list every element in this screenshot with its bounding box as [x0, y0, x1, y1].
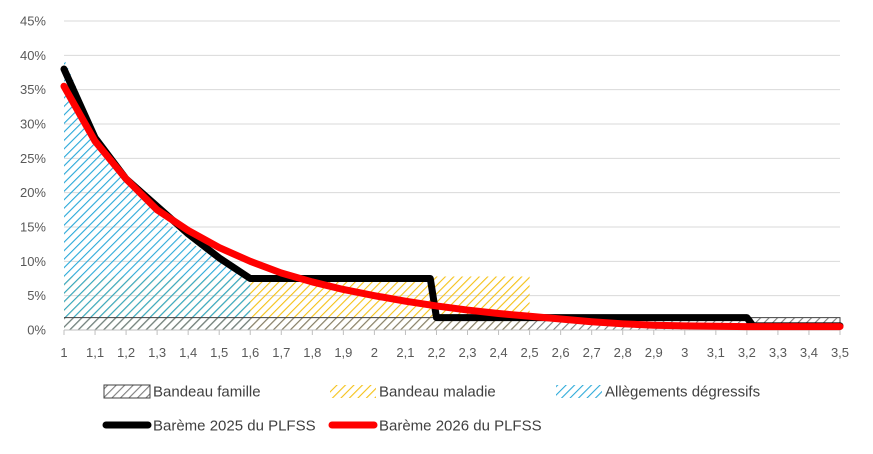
y-tick-label: 10%	[20, 254, 46, 269]
x-tick-label: 3,3	[769, 345, 787, 360]
x-tick-label: 1,4	[179, 345, 197, 360]
legend-label: Bandeau famille	[153, 384, 261, 401]
legend-swatch	[103, 384, 151, 399]
legend-label: Barème 2025 du PLFSS	[153, 418, 316, 435]
legend-label: Barème 2026 du PLFSS	[379, 418, 542, 435]
legend-swatch	[330, 385, 376, 398]
x-tick-label: 2,2	[427, 345, 445, 360]
legend: Bandeau famille Bandeau maladie Allègement…	[102, 384, 760, 435]
legend-swatch	[556, 385, 602, 398]
x-tick-label: 1,5	[210, 345, 228, 360]
y-tick-label: 5%	[27, 288, 46, 303]
x-tick-label: 2,6	[552, 345, 570, 360]
legend-item-bareme-2026-du-plfss: Barème 2026 du PLFSS	[328, 418, 542, 435]
x-tick-label: 1,6	[241, 345, 259, 360]
line-layer	[60, 65, 844, 331]
series-line-bareme-2026-du-plfss	[60, 82, 844, 331]
x-tick-label: 1,2	[117, 345, 135, 360]
legend-item-bareme-2025-du-plfss: Barème 2025 du PLFSS	[102, 418, 316, 435]
area-layer	[64, 58, 841, 331]
x-tick-label: 1,3	[148, 345, 166, 360]
x-tick-label: 2	[371, 345, 378, 360]
x-tick-label: 2,7	[583, 345, 601, 360]
area-allegements-degressifs	[64, 58, 251, 331]
x-tick-label: 1	[60, 345, 67, 360]
x-tick-label: 1,8	[303, 345, 321, 360]
x-tick-label: 2,8	[614, 345, 632, 360]
x-tick-label: 1,1	[86, 345, 104, 360]
y-tick-label: 30%	[20, 117, 46, 132]
legend-label: Bandeau maladie	[379, 384, 496, 401]
y-tick-label: 15%	[20, 220, 46, 235]
x-tick-label: 2,3	[458, 345, 476, 360]
x-tick-label: 2,1	[396, 345, 414, 360]
x-tick-label: 3,2	[738, 345, 756, 360]
x-tick-label: 3,1	[707, 345, 725, 360]
y-tick-label: 35%	[20, 82, 46, 97]
x-tick-label: 3,5	[831, 345, 849, 360]
legend-item-bandeau-famille: Bandeau famille	[103, 384, 261, 401]
x-tick-label: 2,5	[521, 345, 539, 360]
tick-layer: 0% 5% 10% 15% 20% 25% 30% 35% 40% 45% 1 1,1 1,2 1,3 1,…	[20, 14, 849, 361]
x-tick-label: 1,7	[272, 345, 290, 360]
y-tick-label: 25%	[20, 151, 46, 166]
axis-layer	[63, 329, 841, 335]
legend-label: Allègements dégressifs	[605, 384, 760, 401]
x-tick-label: 2,9	[645, 345, 663, 360]
y-tick-label: 0%	[27, 323, 46, 338]
x-tick-label: 3,4	[800, 345, 818, 360]
x-tick-label: 1,9	[334, 345, 352, 360]
legend-item-bandeau-maladie: Bandeau maladie	[330, 384, 496, 401]
x-tick-label: 2,4	[490, 345, 508, 360]
legend-item-allegements-degressifs: Allègements dégressifs	[556, 384, 760, 401]
y-tick-label: 45%	[20, 14, 46, 29]
y-tick-label: 20%	[20, 185, 46, 200]
x-tick-label: 3	[681, 345, 688, 360]
y-tick-label: 40%	[20, 48, 46, 63]
